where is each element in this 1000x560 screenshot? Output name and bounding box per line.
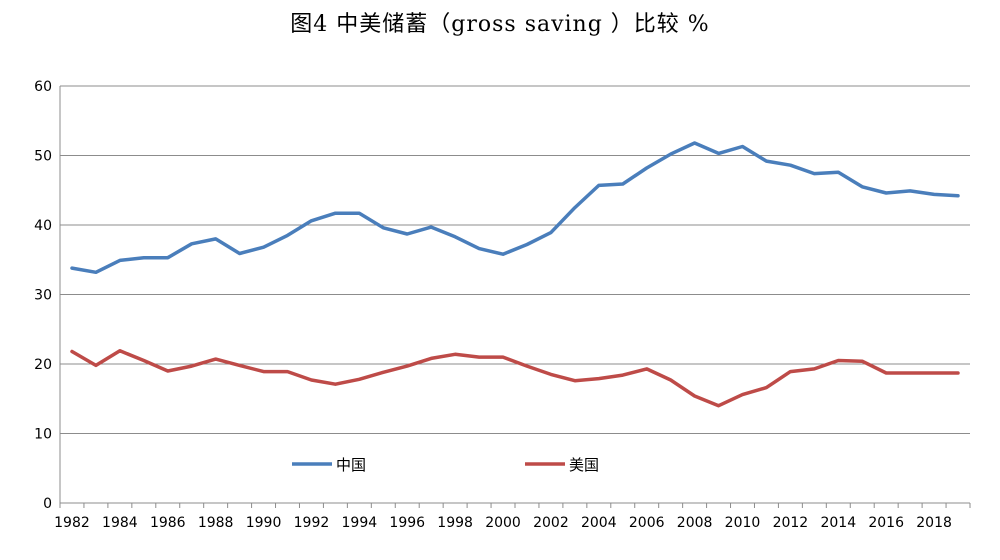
x-tick-label: 2014 [820, 515, 856, 531]
x-tick-label: 1994 [342, 515, 378, 531]
x-tick-label: 2006 [629, 515, 665, 531]
y-tick-labels: 0 10 20 30 40 50 60 [34, 79, 52, 512]
y-tick-label: 60 [34, 79, 52, 95]
x-tick-label: 1990 [246, 515, 282, 531]
legend: 中国 美国 [292, 456, 599, 474]
x-tick-label: 2018 [916, 515, 952, 531]
x-tick-label: 1988 [198, 515, 234, 531]
x-tick-label: 2008 [677, 515, 713, 531]
legend-label: 中国 [336, 456, 366, 474]
x-tick-label: 1982 [54, 515, 90, 531]
x-tick-label: 2004 [581, 515, 617, 531]
legend-label: 美国 [569, 456, 599, 474]
x-tick-label: 2000 [485, 515, 521, 531]
y-tick-label: 0 [43, 496, 52, 512]
y-tick-label: 30 [34, 288, 52, 304]
x-tick-label: 2012 [773, 515, 809, 531]
x-tick-labels: 1982 1984 1986 1988 1990 1992 1994 1996 1998 2000… [54, 515, 952, 531]
x-tick-label: 1986 [150, 515, 186, 531]
x-tick-label: 1992 [294, 515, 330, 531]
series-line-usa [70, 349, 960, 408]
y-tick-label: 50 [34, 149, 52, 165]
axes [59, 86, 971, 508]
x-tick-label: 2016 [868, 515, 904, 531]
y-tick-label: 10 [34, 427, 52, 443]
y-tick-label: 40 [34, 218, 52, 234]
x-tick-label: 2002 [533, 515, 569, 531]
x-tick-label: 1996 [389, 515, 425, 531]
series-line-china [70, 141, 960, 275]
x-tick-label: 1984 [102, 515, 138, 531]
gridlines [60, 85, 970, 434]
x-tick-label: 1998 [437, 515, 473, 531]
chart-title: 图4 中美储蓄（gross saving ）比较 % [290, 12, 710, 37]
y-tick-label: 20 [34, 357, 52, 373]
series-lines [70, 141, 960, 408]
x-tick-label: 2010 [725, 515, 761, 531]
